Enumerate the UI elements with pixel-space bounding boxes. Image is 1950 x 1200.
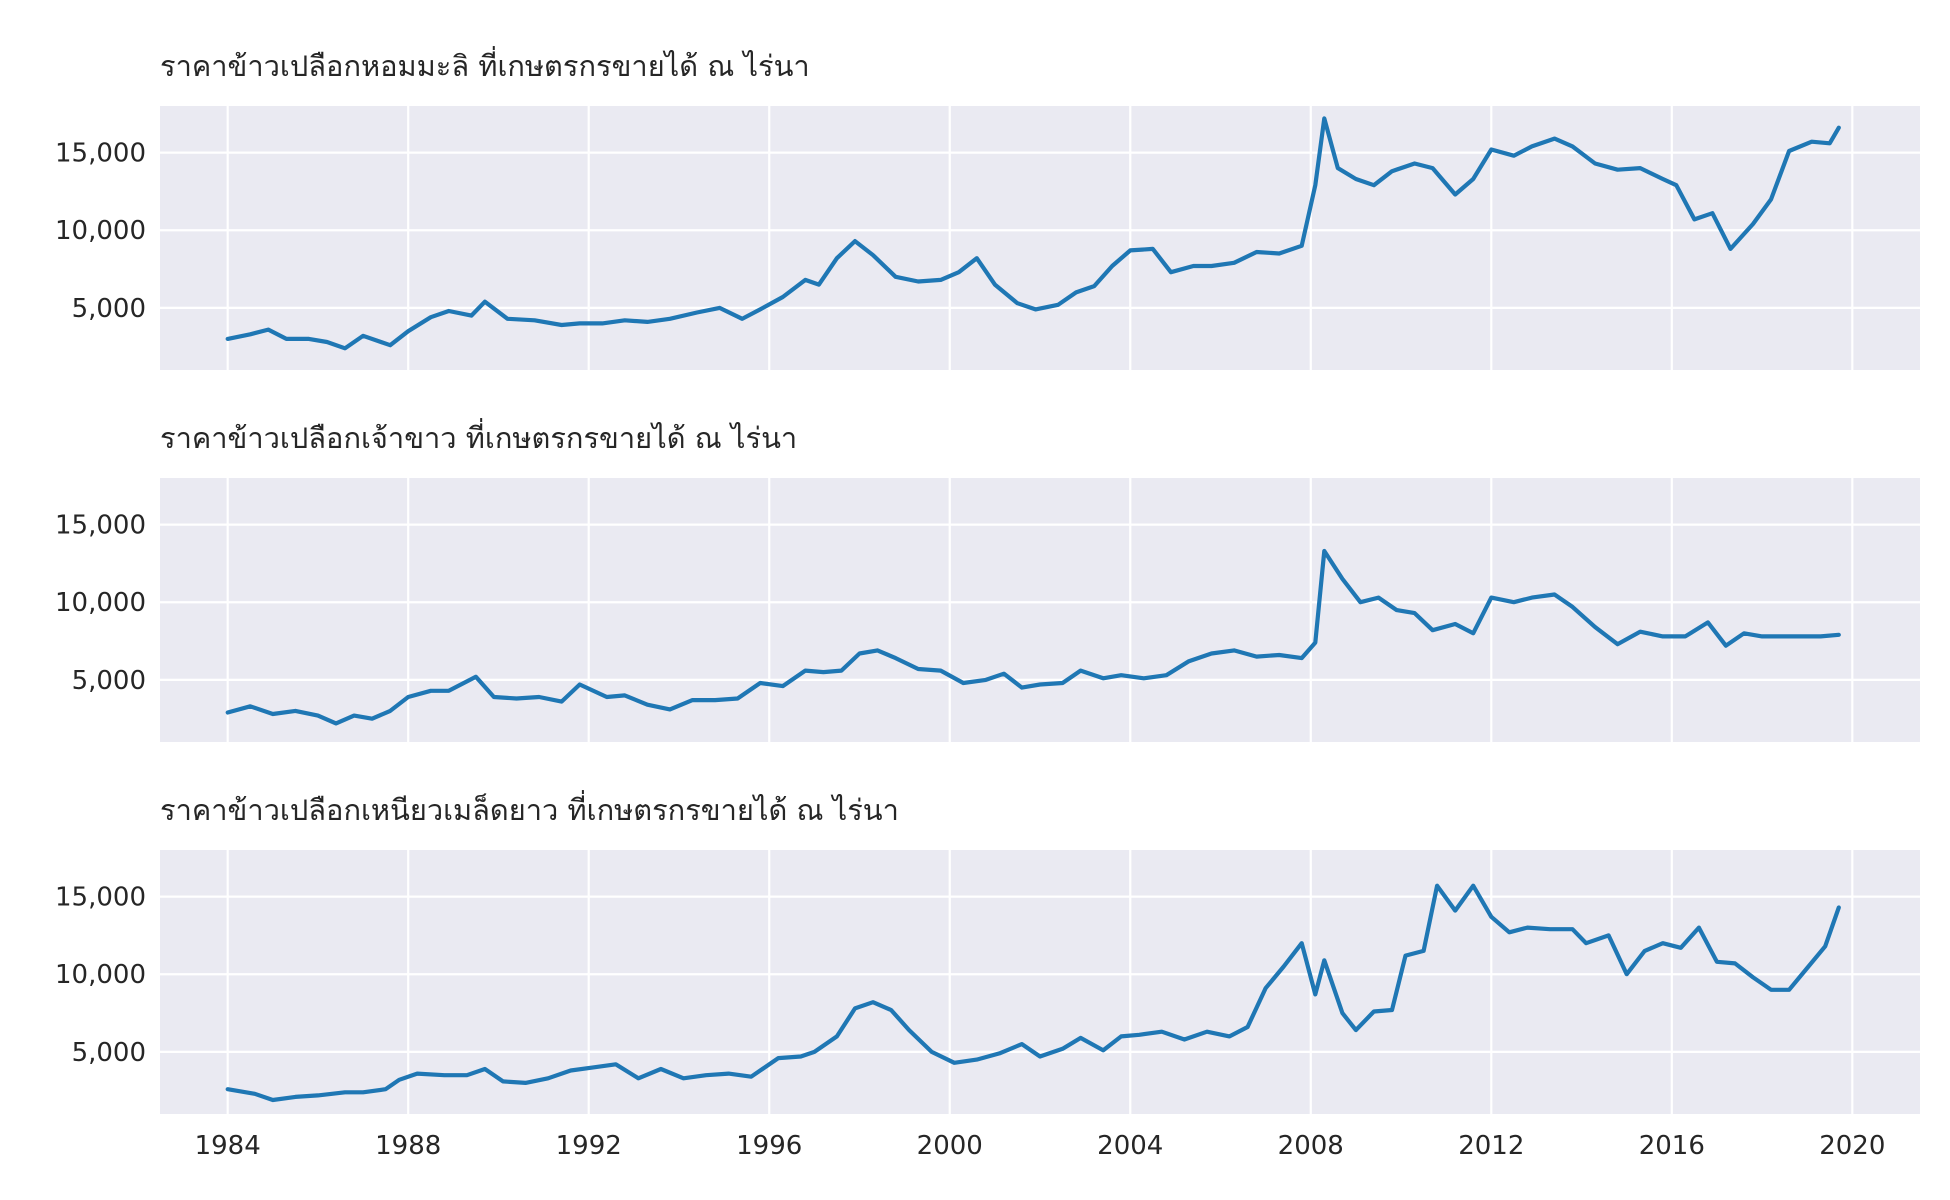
chart-title: ราคาข้าวเปลือกเจ้าขาว ที่เกษตรกรขายได้ ณ… xyxy=(160,418,797,455)
y-tick-label: 10,000 xyxy=(55,588,146,618)
series-line-niao-long-grain xyxy=(225,883,1841,1103)
plot-area xyxy=(160,850,1920,1114)
chart-panel-hom-mali: ราคาข้าวเปลือกหอมมะลิ ที่เกษตรกรขายได้ ณ… xyxy=(55,46,1920,370)
x-tick-label: 2004 xyxy=(1097,1131,1163,1161)
x-gridlines xyxy=(226,478,1854,742)
y-gridlines xyxy=(160,523,1920,681)
x-tick-label: 2008 xyxy=(1278,1131,1344,1161)
y-tick-label: 15,000 xyxy=(55,139,146,169)
chart-title: ราคาข้าวเปลือกหอมมะลิ ที่เกษตรกรขายได้ ณ… xyxy=(160,46,810,83)
x-tick-labels: 1984 1988 1992 1996 2000 2004 2008 2012 2016 2020 xyxy=(195,1131,1886,1161)
y-tick-label: 15,000 xyxy=(55,511,146,541)
x-tick-label: 2016 xyxy=(1639,1131,1705,1161)
plot-area xyxy=(160,478,1920,742)
x-tick-label: 1988 xyxy=(375,1131,441,1161)
y-tick-labels: 5,000 10,000 15,000 xyxy=(55,883,146,1068)
x-tick-label: 2012 xyxy=(1458,1131,1524,1161)
chart-panel-jao-khao: ราคาข้าวเปลือกเจ้าขาว ที่เกษตรกรขายได้ ณ… xyxy=(55,418,1920,742)
x-tick-label: 2000 xyxy=(917,1131,983,1161)
y-tick-label: 15,000 xyxy=(55,883,146,913)
series-line-jao-khao xyxy=(225,548,1841,726)
y-tick-labels: 5,000 10,000 15,000 xyxy=(55,511,146,696)
series-line-hom-mali xyxy=(225,116,1841,351)
x-gridlines xyxy=(226,850,1854,1114)
y-tick-label: 5,000 xyxy=(72,294,146,324)
x-tick-label: 2020 xyxy=(1819,1131,1885,1161)
y-tick-label: 5,000 xyxy=(72,666,146,696)
y-tick-label: 5,000 xyxy=(72,1038,146,1068)
chart-panel-niao-long-grain: ราคาข้าวเปลือกเหนียวเมล็ดยาว ที่เกษตรกรข… xyxy=(55,790,1920,1161)
y-tick-label: 10,000 xyxy=(55,960,146,990)
x-tick-label: 1996 xyxy=(736,1131,802,1161)
y-tick-labels: 5,000 10,000 15,000 xyxy=(55,139,146,324)
x-gridlines xyxy=(226,106,1854,370)
x-tick-label: 1992 xyxy=(556,1131,622,1161)
chart-title: ราคาข้าวเปลือกเหนียวเมล็ดยาว ที่เกษตรกรข… xyxy=(160,790,899,827)
plot-area xyxy=(160,106,1920,370)
x-tick-label: 1984 xyxy=(195,1131,261,1161)
y-tick-label: 10,000 xyxy=(55,216,146,246)
